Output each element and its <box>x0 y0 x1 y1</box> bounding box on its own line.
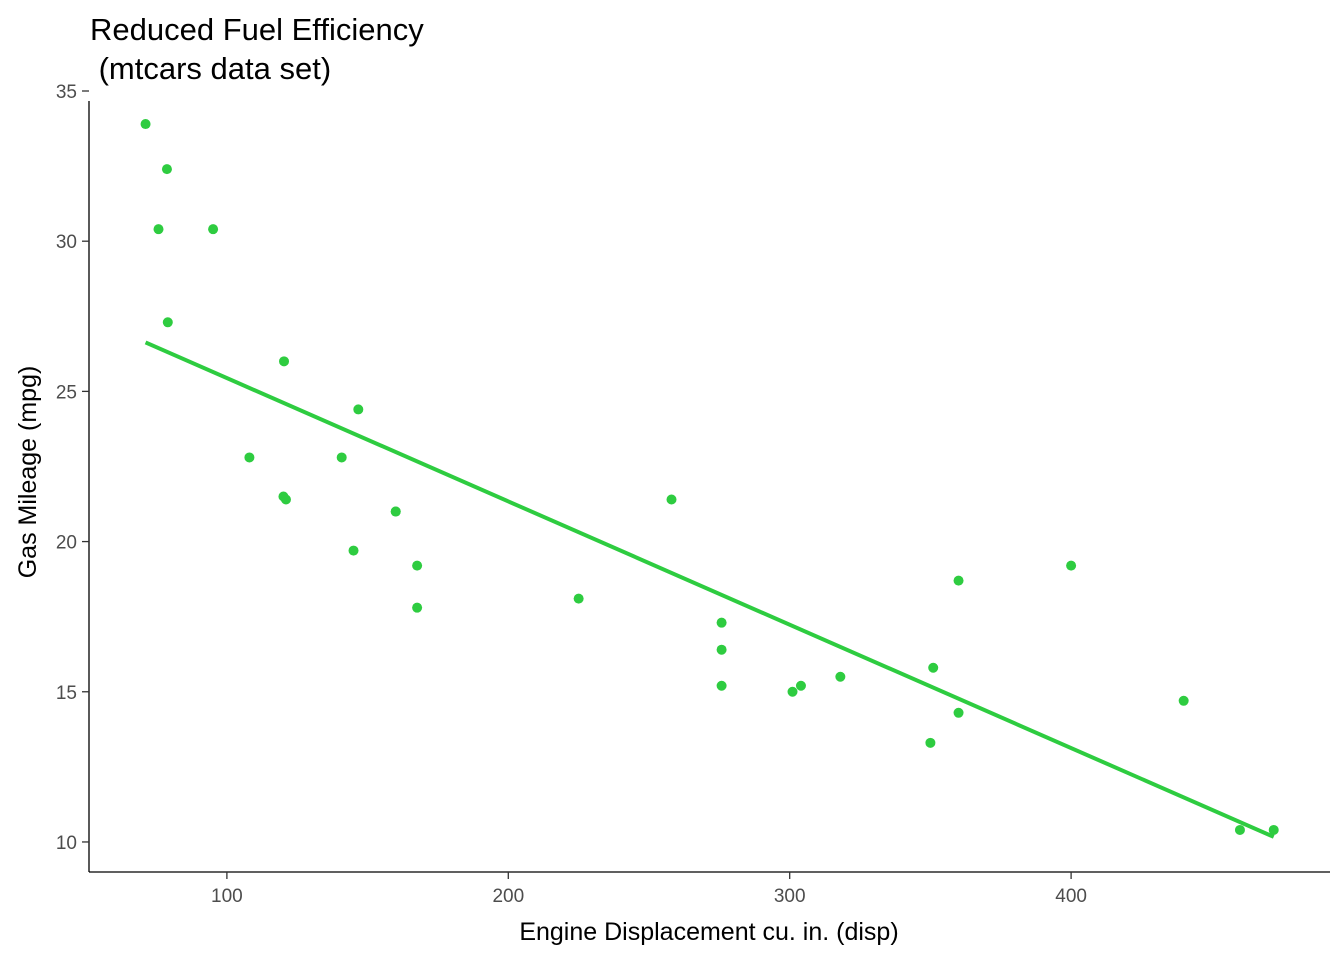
data-point <box>716 680 727 691</box>
y-tick-label: 30 <box>56 232 77 253</box>
y-axis: 10 15 20 25 30 35 <box>56 82 90 872</box>
data-point <box>1268 824 1279 835</box>
data-point <box>280 494 291 505</box>
data-point <box>412 560 423 571</box>
data-point <box>1178 695 1189 706</box>
chart-title: Reduced Fuel Efficiency (mtcars data set… <box>90 12 424 86</box>
data-point <box>161 164 172 175</box>
y-tick-label: 25 <box>56 382 77 403</box>
x-tick-label: 200 <box>492 886 524 907</box>
data-point <box>795 680 806 691</box>
x-tick-label: 400 <box>1055 886 1087 907</box>
data-point <box>573 593 584 604</box>
x-axis: 100 200 300 400 <box>89 871 1330 907</box>
y-tick-label: 35 <box>56 82 77 103</box>
data-point <box>162 317 173 328</box>
data-point <box>336 452 347 463</box>
x-tick-label: 300 <box>774 886 806 907</box>
data-point <box>1234 824 1245 835</box>
x-axis-title: Engine Displacement cu. in. (disp) <box>519 918 898 946</box>
data-point <box>953 707 964 718</box>
data-point <box>928 662 939 673</box>
data-point <box>1066 560 1077 571</box>
regression-line <box>144 340 1275 839</box>
data-point <box>244 452 255 463</box>
x-tick-label: 100 <box>211 886 243 907</box>
data-point <box>412 602 423 613</box>
y-tick-label: 10 <box>56 833 77 854</box>
data-point <box>153 224 164 235</box>
data-point <box>953 575 964 586</box>
y-tick-label: 15 <box>56 683 77 704</box>
y-axis-title: Gas Mileage (mpg) <box>14 366 42 579</box>
data-point <box>140 119 151 130</box>
data-point <box>390 506 401 517</box>
data-point <box>279 356 290 367</box>
data-point <box>835 671 846 682</box>
data-point <box>353 404 364 415</box>
data-point <box>348 545 359 556</box>
chart-title-line-2: (mtcars data set) <box>90 51 331 86</box>
data-point <box>716 617 727 628</box>
plot-area <box>140 119 1279 839</box>
y-tick-label: 20 <box>56 533 77 554</box>
chart-title-line-1: Reduced Fuel Efficiency <box>90 12 424 47</box>
data-point <box>666 494 677 505</box>
data-point <box>787 686 798 697</box>
data-point <box>716 644 727 655</box>
data-point <box>925 737 936 748</box>
data-point <box>208 224 219 235</box>
